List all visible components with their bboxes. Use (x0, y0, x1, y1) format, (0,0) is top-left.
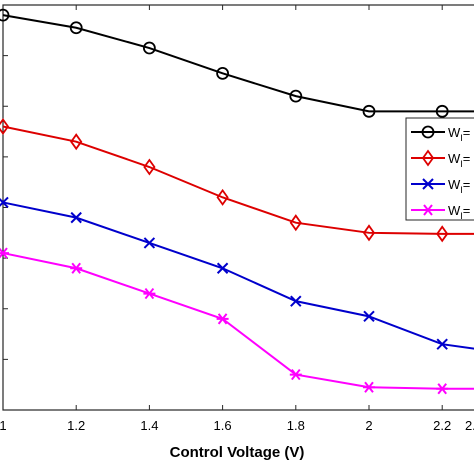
x-tick-label: 2.2 (433, 418, 451, 433)
plot-area (2, 4, 474, 411)
x-tick-label: 1.8 (287, 418, 305, 433)
legend-item: WI= (411, 177, 470, 195)
x-tick-label: 2.3 (465, 418, 474, 433)
x-tick-label: 1.6 (214, 418, 232, 433)
data-point (289, 214, 302, 232)
legend-item: WI= (411, 149, 470, 169)
data-point (216, 188, 229, 206)
series-group (0, 8, 474, 395)
data-point (422, 178, 434, 190)
data-point (70, 262, 83, 274)
x-tick-label: 2 (365, 418, 372, 433)
x-axis-label: Control Voltage (V) (170, 444, 305, 461)
x-tick-label: 1.2 (67, 418, 85, 433)
legend-item: WI= (411, 203, 470, 221)
data-point (142, 41, 156, 55)
series-4 (0, 247, 474, 395)
data-point (0, 117, 10, 136)
legend-item: WI= (411, 125, 470, 143)
data-point (289, 89, 303, 103)
data-point (0, 8, 10, 22)
data-point (422, 204, 434, 216)
series-line (2, 201, 474, 350)
data-point (143, 158, 156, 176)
legend-box (405, 117, 474, 221)
data-point (436, 383, 449, 395)
legend-label: WI= (448, 151, 470, 169)
data-point (143, 287, 156, 300)
data-point (362, 104, 376, 118)
legend-label: WI= (448, 125, 470, 143)
data-point (70, 133, 83, 151)
legend: WI= WI= WI= WI= (405, 117, 474, 221)
plot-frame (2, 4, 474, 411)
data-point (216, 262, 229, 274)
data-point (290, 295, 302, 307)
data-point (421, 149, 435, 167)
legend-label: WI= (448, 203, 470, 221)
x-axis-ticks: 1 1.2 1.4 1.6 1.8 2 2.2 2.3 (0, 5, 474, 433)
data-point (436, 225, 449, 243)
x-tick-label: 1 (0, 418, 7, 433)
series-line (2, 14, 474, 113)
data-point (289, 368, 302, 381)
series-1 (0, 8, 474, 118)
y-axis-ticks (3, 4, 8, 411)
series-line (2, 252, 474, 390)
data-point (363, 310, 375, 323)
data-point (421, 125, 435, 139)
data-point (69, 21, 83, 35)
data-point (435, 104, 449, 118)
legend-label: WI= (448, 177, 470, 195)
data-point (436, 338, 448, 350)
data-point (362, 224, 376, 242)
series-2 (0, 117, 474, 243)
data-point (216, 313, 229, 325)
data-point (0, 247, 9, 259)
data-point (70, 211, 82, 224)
series-3 (0, 196, 474, 350)
data-point (216, 66, 230, 80)
x-tick-label: 1.4 (140, 418, 158, 433)
data-point (0, 196, 9, 209)
series-line (2, 125, 474, 235)
data-point (363, 381, 375, 393)
data-point (143, 237, 156, 249)
